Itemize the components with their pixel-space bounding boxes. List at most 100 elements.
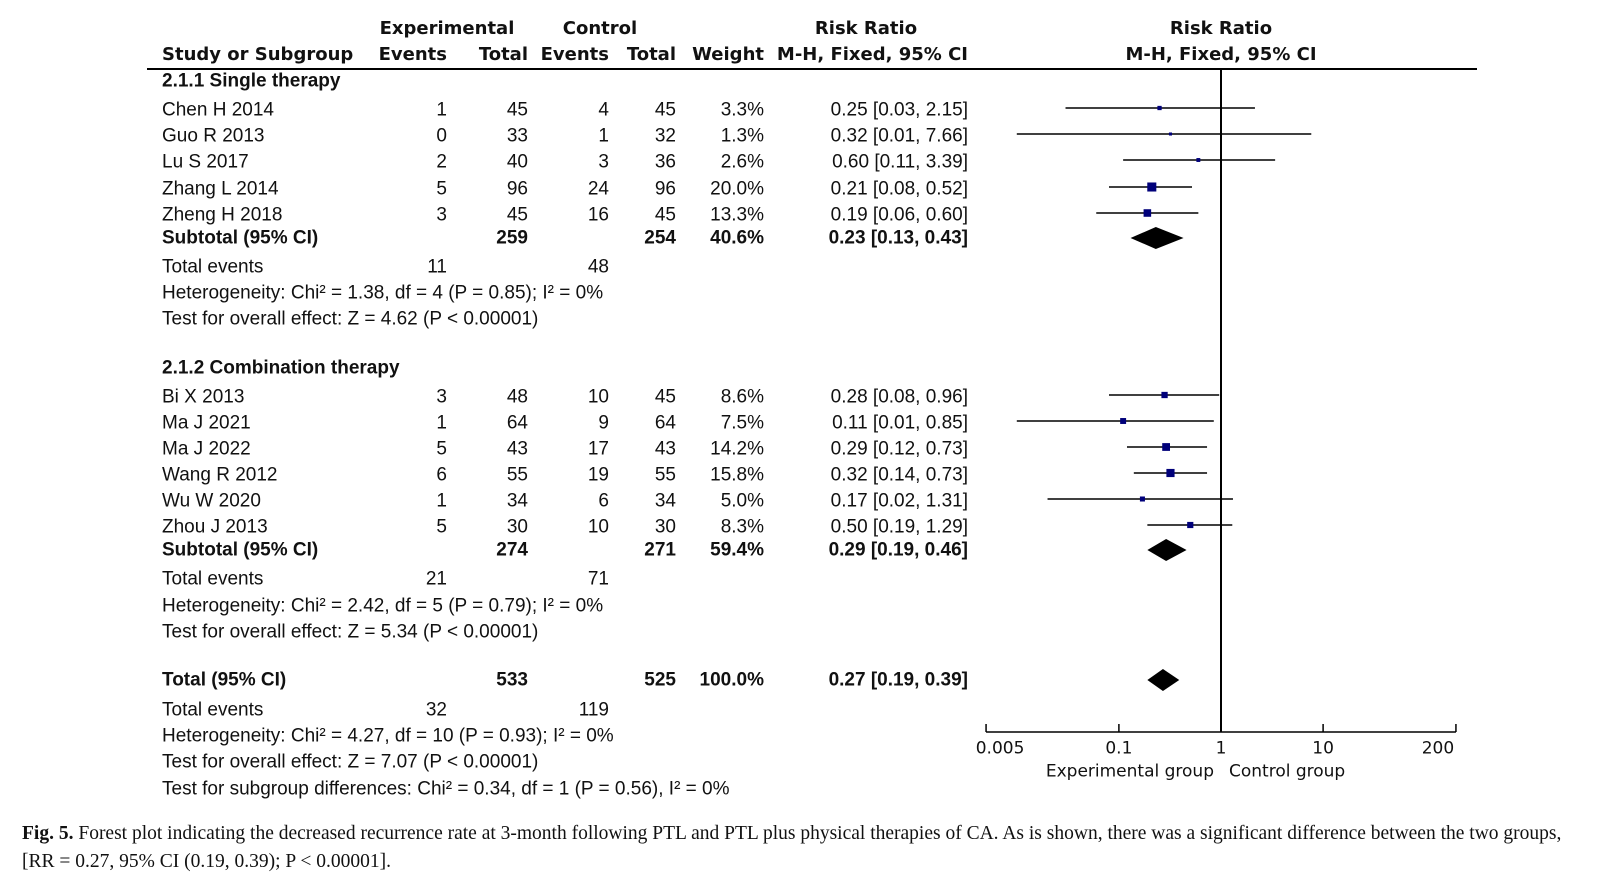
- ctrl-events: 9: [598, 412, 609, 434]
- heterogeneity-text: Heterogeneity: Chi² = 1.38, df = 4 (P = …: [162, 282, 604, 304]
- total-ctrl-total: 525: [644, 669, 676, 691]
- exp-events: 5: [436, 178, 447, 200]
- subtotal-diamond: [1130, 227, 1184, 249]
- figure-caption: Fig. 5. Forest plot indicating the decre…: [22, 820, 1592, 876]
- subtotal-label: Subtotal (95% CI): [162, 227, 319, 249]
- exp-total: 45: [506, 204, 528, 226]
- ctrl-total: 43: [654, 438, 676, 460]
- plot-subtitle: M-H, Fixed, 95% CI: [1125, 44, 1317, 65]
- ctrl-total: 55: [654, 464, 676, 486]
- header-risk-ratio: Risk Ratio: [814, 18, 918, 39]
- study-risk-ratio: 0.25 [0.03, 2.15]: [830, 99, 968, 121]
- subtotal-label: Subtotal (95% CI): [162, 539, 319, 561]
- subgroup-title: 2.1.1 Single therapy: [162, 70, 341, 92]
- study-risk-ratio: 0.32 [0.14, 0.73]: [830, 464, 968, 486]
- study-weight: 8.6%: [720, 386, 764, 408]
- ctrl-events: 17: [587, 438, 609, 460]
- ctrl-events: 10: [587, 516, 609, 538]
- total-events-ctrl: 71: [587, 568, 609, 590]
- study-weight: 7.5%: [720, 412, 764, 434]
- total-events-ctrl: 119: [578, 699, 609, 721]
- study-weight: 14.2%: [710, 438, 764, 460]
- ctrl-events: 19: [587, 464, 609, 486]
- exp-total: 34: [506, 490, 528, 512]
- study-name: Wang R 2012: [162, 464, 278, 486]
- study-marker: [1143, 209, 1152, 217]
- exp-total: 40: [506, 151, 528, 173]
- study-risk-ratio: 0.21 [0.08, 0.52]: [830, 178, 968, 200]
- study-risk-ratio: 0.19 [0.06, 0.60]: [830, 204, 968, 226]
- exp-total: 64: [506, 412, 528, 434]
- ctrl-total: 64: [654, 412, 676, 434]
- total-exp-total: 533: [496, 669, 528, 691]
- study-risk-ratio: 0.28 [0.08, 0.96]: [830, 386, 968, 408]
- subtotal-exp-total: 259: [496, 227, 528, 249]
- heterogeneity-text: Heterogeneity: Chi² = 4.27, df = 10 (P =…: [162, 725, 614, 747]
- study-risk-ratio: 0.60 [0.11, 3.39]: [832, 151, 968, 173]
- caption-text: Forest plot indicating the decreased rec…: [22, 823, 1562, 872]
- header-control: Control: [562, 18, 638, 39]
- study-weight: 5.0%: [720, 490, 764, 512]
- subgroup-title: 2.1.2 Combination therapy: [162, 357, 400, 379]
- study-risk-ratio: 0.17 [0.02, 1.31]: [830, 490, 968, 512]
- heterogeneity-text: Heterogeneity: Chi² = 2.42, df = 5 (P = …: [162, 595, 604, 617]
- subtotal-weight: 59.4%: [710, 539, 764, 561]
- exp-events: 1: [436, 490, 447, 512]
- header-weight: Weight: [692, 44, 764, 65]
- exp-total: 96: [506, 178, 528, 200]
- header-ctrl-events: Events: [540, 44, 609, 65]
- overall-effect-text: Test for overall effect: Z = 4.62 (P < 0…: [162, 308, 539, 330]
- subtotal-risk-ratio: 0.29 [0.19, 0.46]: [828, 539, 968, 561]
- caption-label: Fig. 5.: [22, 823, 74, 844]
- study-name: Zhou J 2013: [162, 516, 268, 538]
- total-events-label: Total events: [162, 568, 264, 590]
- study-name: Guo R 2013: [162, 125, 265, 147]
- exp-events: 3: [436, 386, 447, 408]
- x-tick-label: 1: [1215, 738, 1227, 759]
- overall-effect-text: Test for overall effect: Z = 7.07 (P < 0…: [162, 751, 539, 773]
- study-marker: [1187, 521, 1194, 529]
- study-name: Ma J 2022: [162, 438, 251, 460]
- subtotal-ctrl-total: 271: [644, 539, 676, 561]
- ctrl-total: 45: [654, 204, 676, 226]
- study-weight: 13.3%: [710, 204, 764, 226]
- x-tick-label: 200: [1421, 738, 1455, 759]
- ctrl-total: 45: [654, 386, 676, 408]
- ctrl-total: 36: [654, 151, 676, 173]
- subtotal-exp-total: 274: [496, 539, 528, 561]
- study-name: Ma J 2021: [162, 412, 251, 434]
- study-weight: 1.3%: [720, 125, 764, 147]
- study-marker: [1120, 418, 1127, 424]
- ctrl-total: 96: [654, 178, 676, 200]
- study-name: Lu S 2017: [162, 151, 249, 173]
- exp-events: 0: [436, 125, 447, 147]
- study-risk-ratio: 0.32 [0.01, 7.66]: [830, 125, 968, 147]
- study-marker: [1162, 443, 1171, 451]
- study-risk-ratio: 0.11 [0.01, 0.85]: [832, 412, 968, 434]
- study-name: Zhang L 2014: [162, 178, 279, 200]
- exp-events: 3: [436, 204, 447, 226]
- total-events-exp: 21: [425, 568, 447, 590]
- exp-total: 55: [506, 464, 528, 486]
- x-tick-label: 10: [1312, 738, 1334, 759]
- ctrl-total: 34: [654, 490, 676, 512]
- exp-events: 6: [436, 464, 447, 486]
- exp-events: 5: [436, 438, 447, 460]
- ctrl-events: 4: [598, 99, 609, 121]
- header-exp-total: Total: [478, 44, 528, 65]
- study-marker: [1166, 468, 1175, 478]
- subtotal-ctrl-total: 254: [644, 227, 676, 249]
- subgroup-difference-text: Test for subgroup differences: Chi² = 0.…: [162, 778, 730, 800]
- ctrl-events: 24: [587, 178, 609, 200]
- ctrl-events: 1: [598, 125, 609, 147]
- study-marker: [1157, 105, 1162, 111]
- exp-total: 48: [506, 386, 528, 408]
- total-diamond: [1147, 669, 1180, 691]
- total-weight: 100.0%: [699, 669, 764, 691]
- total-risk-ratio: 0.27 [0.19, 0.39]: [828, 669, 968, 691]
- header-study: Study or Subgroup: [162, 44, 354, 65]
- exp-events: 2: [436, 151, 447, 173]
- subtotal-risk-ratio: 0.23 [0.13, 0.43]: [828, 227, 968, 249]
- ctrl-events: 6: [598, 490, 609, 512]
- exp-events: 1: [436, 99, 447, 121]
